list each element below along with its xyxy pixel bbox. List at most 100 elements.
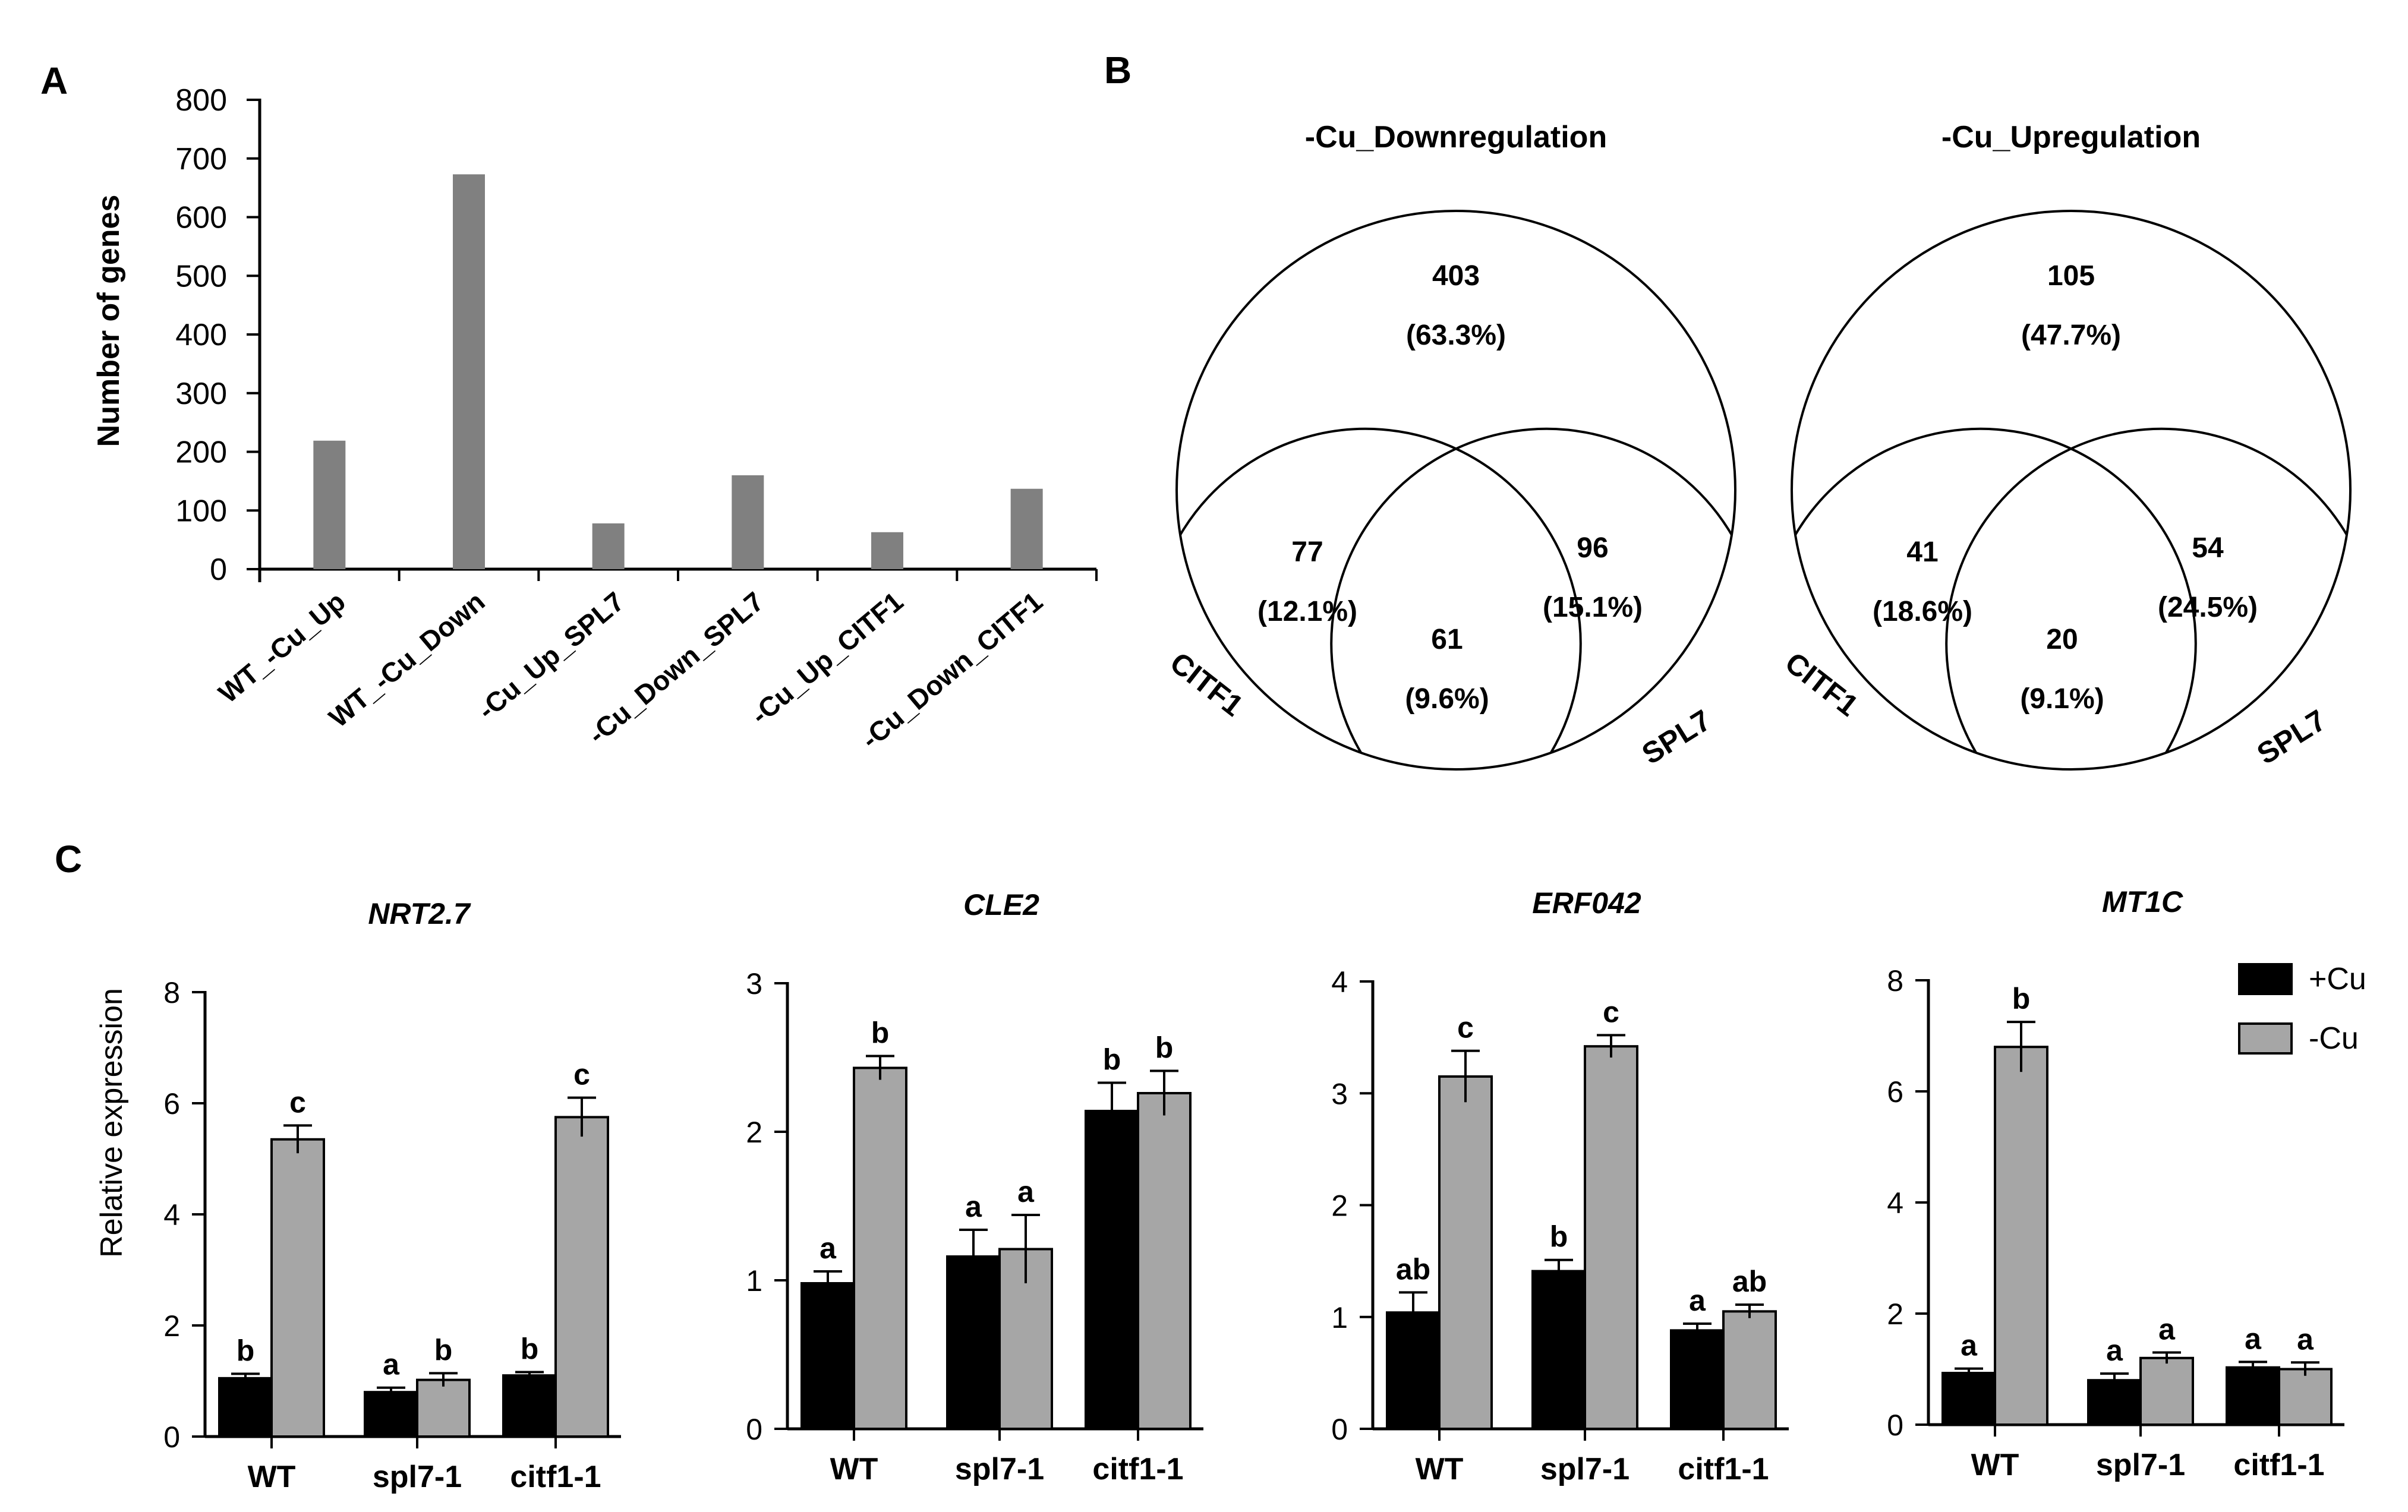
x-tick-label: WT [830, 1452, 878, 1486]
venn-label-citf1: CITF1 [1164, 646, 1249, 723]
venn-label-citf1: CITF1 [1779, 646, 1864, 723]
venn-citf1-arc [1179, 427, 1582, 754]
legend-swatch-plus-cu [2238, 963, 2293, 995]
x-tick-label: citf1-1 [1678, 1452, 1769, 1486]
venn-title: -Cu_Upregulation [1941, 120, 2201, 154]
x-tick-label: spl7-1 [2096, 1448, 2185, 1482]
venn-diagram: -Cu_Upregulation 105 (47.7%) 41 (18.6%) 54 (24… [1779, 120, 2352, 771]
venn-citf1-arc [1794, 427, 2197, 754]
y-tick-label: 0 [163, 1421, 180, 1454]
significance-letter: ab [1732, 1265, 1767, 1298]
significance-letter: b [1155, 1031, 1174, 1065]
y-tick-label: 6 [163, 1087, 180, 1120]
bar-minus-cu [554, 1116, 609, 1438]
panel-c-y-axis-label: Relative expression [94, 988, 129, 1258]
venn-outer-circle [1791, 210, 2352, 771]
venn-count: 41 [1906, 536, 1938, 568]
significance-letter: c [289, 1085, 306, 1119]
y-tick-label: 300 [175, 377, 227, 411]
chart-title: NRT2.7 [368, 897, 471, 930]
x-tick-label: spl7-1 [1540, 1452, 1630, 1486]
legend-swatch-minus-cu [2238, 1022, 2293, 1055]
venn-percent: (24.5%) [2158, 592, 2258, 623]
venn-percent: (18.6%) [1873, 596, 1972, 627]
panel-label-a: A [40, 59, 68, 102]
significance-letter: b [1103, 1043, 1121, 1077]
significance-letter: b [2012, 982, 2031, 1015]
x-tick-label: WT [1971, 1448, 2019, 1482]
venn-count: 20 [2046, 624, 2078, 655]
significance-letter: a [820, 1232, 837, 1265]
bar-minus-cu [2278, 1368, 2333, 1426]
venn-percent: (63.3%) [1406, 320, 1506, 351]
significance-letter: a [1689, 1284, 1706, 1317]
bar [453, 174, 485, 570]
x-tick-label: WT_-Cu_Up [213, 586, 351, 709]
significance-letter: c [1603, 995, 1619, 1028]
x-tick-label: citf1-1 [510, 1460, 601, 1494]
x-tick-label: spl7-1 [955, 1452, 1044, 1486]
bar-minus-cu [853, 1066, 907, 1430]
venn-outer-circle [1175, 210, 1736, 771]
venn-title: -Cu_Downregulation [1305, 120, 1607, 154]
y-tick-label: 0 [746, 1413, 762, 1446]
legend: +Cu -Cu [2238, 962, 2366, 1056]
chart-title: ERF042 [1532, 886, 1641, 920]
significance-letter: b [237, 1334, 255, 1367]
bar-minus-cu [2139, 1356, 2194, 1426]
y-tick-label: 2 [1331, 1189, 1348, 1223]
y-tick-label: 800 [175, 83, 227, 118]
bar-minus-cu [1137, 1092, 1192, 1430]
legend-label-plus-cu: +Cu [2309, 962, 2366, 996]
y-tick-label: 400 [175, 318, 227, 352]
x-tick-label: citf1-1 [2233, 1448, 2324, 1482]
significance-letter: a [383, 1348, 400, 1381]
venn-label-spl7: SPL7 [2251, 703, 2332, 771]
significance-letter: a [2297, 1322, 2314, 1356]
bar-plus-cu [1941, 1372, 1996, 1426]
x-tick-label: citf1-1 [1092, 1452, 1183, 1486]
bar-plus-cu [502, 1374, 557, 1438]
bar-minus-cu [1722, 1310, 1777, 1430]
y-tick-label: 4 [1331, 965, 1348, 999]
bar-minus-cu [270, 1138, 325, 1438]
venn-percent: (15.1%) [1543, 592, 1643, 623]
panel-label-b: B [1104, 49, 1131, 91]
significance-letter: a [2158, 1312, 2176, 1346]
x-tick-label: -Cu_Up_SPL7 [472, 586, 630, 725]
expression-chart: NRT2.7 0 2 4 6 8 WT b c spl7-1 a b citf1-1 b c [163, 897, 621, 1494]
bar-plus-cu [1670, 1329, 1725, 1431]
bar-minus-cu [1438, 1075, 1493, 1430]
y-tick-label: 6 [1887, 1075, 1903, 1109]
bar [592, 523, 625, 569]
x-tick-label: WT [248, 1460, 296, 1494]
y-tick-label: 600 [175, 201, 227, 235]
bar-plus-cu [2226, 1366, 2280, 1426]
bar [732, 475, 764, 569]
bar [313, 440, 346, 569]
bar-plus-cu [1085, 1110, 1139, 1430]
bar-minus-cu [416, 1378, 471, 1438]
venn-count: 105 [2047, 260, 2095, 292]
venn-count: 96 [1577, 532, 1608, 564]
bar-plus-cu [218, 1377, 273, 1438]
significance-letter: c [573, 1058, 590, 1091]
bar-plus-cu [1531, 1270, 1586, 1430]
venn-count: 61 [1431, 624, 1463, 655]
panel-a-bar-chart: 0100200300400500600700800WT_-Cu_UpWT_-Cu… [175, 83, 1098, 755]
venn-percent: (47.7%) [2021, 320, 2121, 351]
y-tick-label: 500 [175, 259, 227, 293]
y-tick-label: 0 [210, 553, 227, 587]
y-tick-label: 0 [1331, 1413, 1348, 1446]
significance-letter: a [2245, 1322, 2262, 1355]
significance-letter: b [1550, 1220, 1568, 1254]
expression-chart: MT1C 0 2 4 6 8 WT a b spl7-1 a a citf1-1 a a [1887, 885, 2344, 1482]
bar-minus-cu [1584, 1045, 1638, 1431]
venn-count: 77 [1291, 536, 1323, 568]
bar [871, 532, 903, 569]
y-tick-label: 2 [1887, 1298, 1903, 1331]
